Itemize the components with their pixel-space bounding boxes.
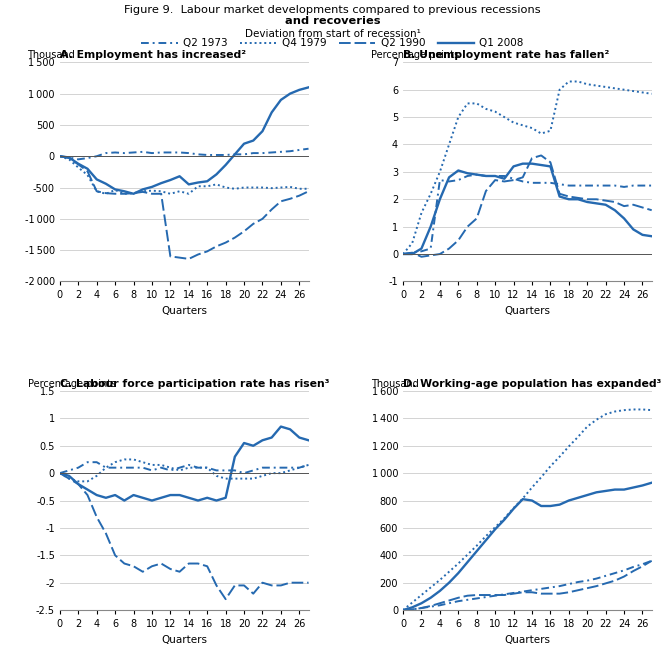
X-axis label: Quarters: Quarters [504, 306, 551, 316]
Text: C. Labour force participation rate has risen³: C. Labour force participation rate has r… [60, 379, 329, 389]
Text: D. Working-age population has expanded³: D. Working-age population has expanded³ [403, 379, 662, 389]
Text: B. Unemployment rate has fallen²: B. Unemployment rate has fallen² [403, 50, 609, 60]
Text: and recoveries: and recoveries [285, 16, 380, 26]
X-axis label: Quarters: Quarters [161, 306, 207, 316]
Text: Percentage points: Percentage points [370, 50, 459, 60]
Text: Thousand: Thousand [27, 50, 75, 60]
Text: Percentage points: Percentage points [27, 379, 116, 389]
X-axis label: Quarters: Quarters [504, 634, 551, 645]
X-axis label: Quarters: Quarters [161, 634, 207, 645]
Text: Figure 9.  Labour market developments compared to previous recessions: Figure 9. Labour market developments com… [124, 5, 541, 14]
Text: Deviation from start of recession¹: Deviation from start of recession¹ [245, 29, 420, 39]
Text: Thousand: Thousand [370, 379, 418, 389]
Text: A. Employment has increased²: A. Employment has increased² [60, 50, 246, 60]
Legend: Q2 1973, Q4 1979, Q2 1990, Q1 2008: Q2 1973, Q4 1979, Q2 1990, Q1 2008 [137, 34, 528, 52]
